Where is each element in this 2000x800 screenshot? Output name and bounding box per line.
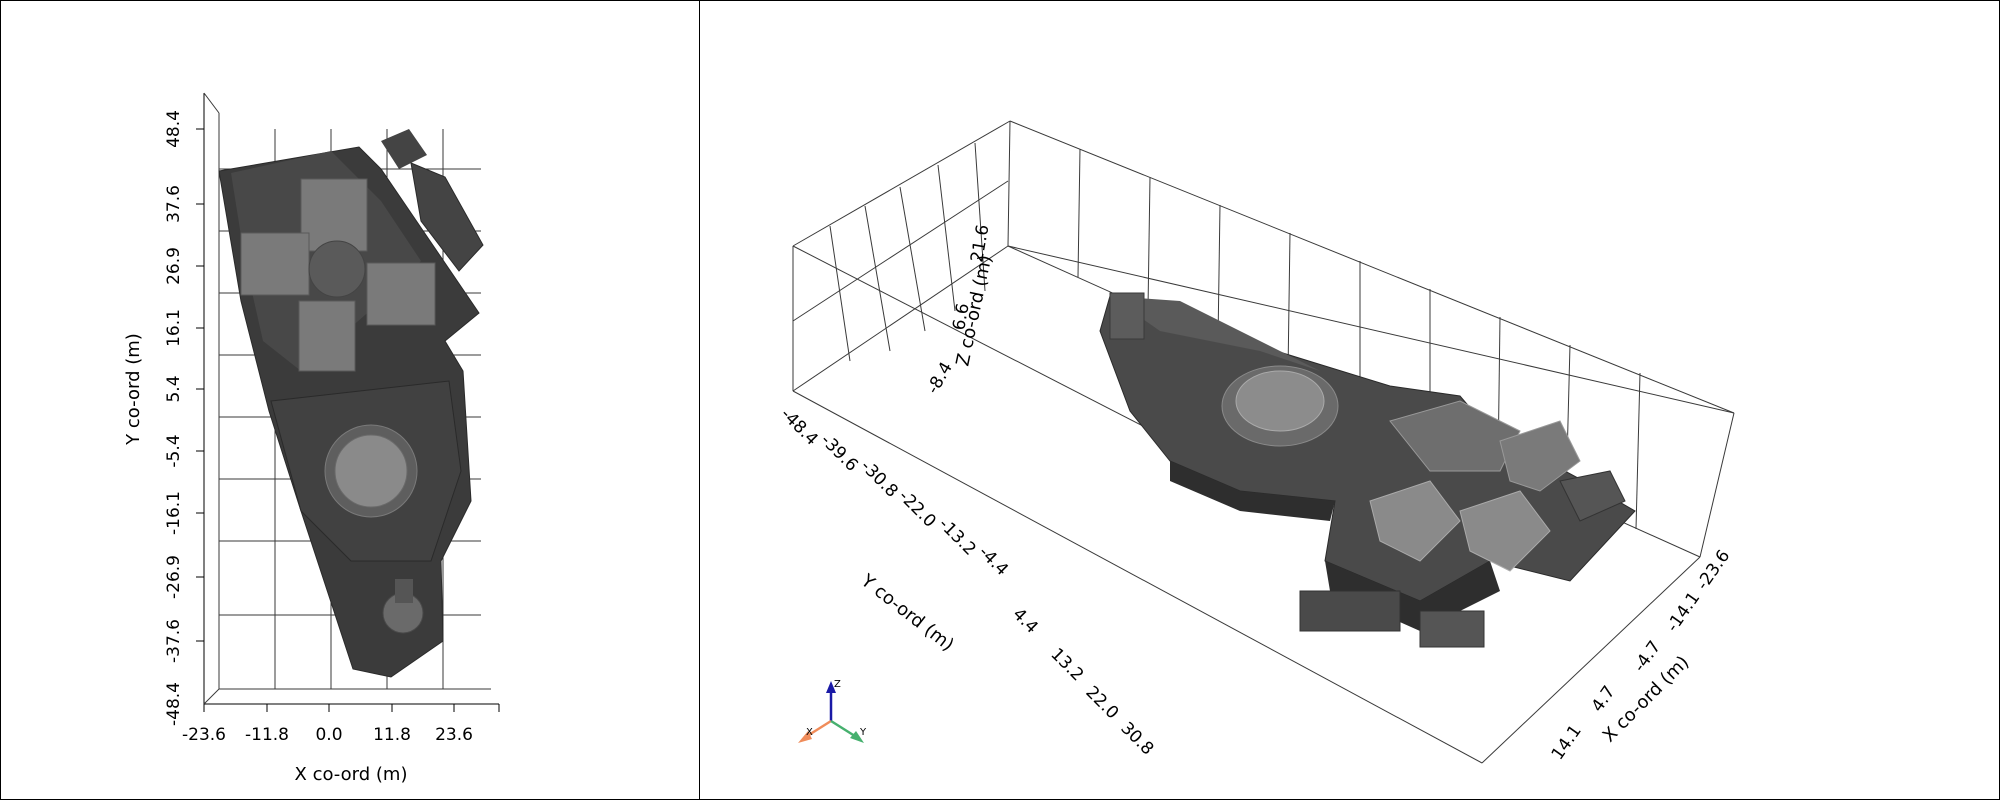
persp-x-tick: -14.1: [1663, 588, 1705, 636]
top-y-tick: -26.9: [164, 555, 184, 599]
persp-y-axis-title: Y co-ord (m): [856, 570, 958, 656]
persp-y-tick: -4.4: [974, 542, 1012, 580]
persp-y-tick: -48.4: [776, 404, 821, 449]
building-model-perspective: [1099, 292, 1636, 648]
perspective-view-viewport[interactable]: -48.4 -39.6 -30.8 -22.0 -13.2 -4.4 4.4 1…: [699, 0, 2000, 800]
top-x-tick: -23.6: [182, 725, 226, 745]
triad-x-label: X: [806, 727, 813, 738]
persp-y-tick: 22.0: [1081, 682, 1122, 723]
top-view-render: -23.6 -11.8 0.0 11.8 23.6 X co-ord (m) 4…: [123, 92, 500, 785]
top-y-axis-title: Y co-ord (m): [123, 333, 144, 446]
top-y-tick: -16.1: [164, 491, 184, 535]
persp-y-tick: -39.6: [816, 430, 861, 475]
top-view-axis-ticks: [196, 128, 500, 712]
persp-y-tick: -30.8: [856, 456, 901, 501]
triad-y-label: Y: [859, 727, 867, 738]
top-view-viewport[interactable]: -23.6 -11.8 0.0 11.8 23.6 X co-ord (m) 4…: [0, 0, 700, 800]
persp-x-tick: 4.7: [1588, 682, 1620, 716]
persp-y-tick: -13.2: [934, 514, 979, 559]
triad-z-label: Z: [834, 679, 841, 690]
persp-y-tick: 13.2: [1046, 644, 1087, 685]
top-x-tick: 23.6: [435, 725, 473, 745]
top-x-tick: -11.8: [245, 725, 289, 745]
persp-y-tick: -22.0: [894, 486, 939, 531]
perspective-view-render: -48.4 -39.6 -30.8 -22.0 -13.2 -4.4 4.4 1…: [776, 120, 1735, 764]
top-x-axis-title: X co-ord (m): [295, 764, 408, 785]
orientation-triad: Z X Y: [798, 679, 867, 743]
top-y-tick: 26.9: [164, 247, 184, 285]
top-y-tick: -37.6: [164, 619, 184, 663]
top-y-tick: 48.4: [164, 110, 184, 148]
top-x-tick: 11.8: [373, 725, 411, 745]
top-y-tick: 16.1: [164, 309, 184, 347]
top-y-tick: -5.4: [164, 434, 184, 467]
top-y-tick: 37.6: [164, 185, 184, 223]
building-model-top: [218, 129, 484, 678]
top-y-tick: -48.4: [164, 682, 184, 726]
persp-y-tick: 4.4: [1008, 604, 1041, 637]
persp-x-tick: 14.1: [1548, 721, 1586, 763]
top-y-tick: 5.4: [164, 375, 184, 402]
persp-z-tick: 6.6: [949, 302, 973, 332]
persp-x-tick: -23.6: [1693, 546, 1735, 594]
persp-z-tick: -8.4: [923, 359, 957, 398]
persp-y-tick: 30.8: [1116, 718, 1157, 759]
top-x-tick: 0.0: [315, 725, 342, 745]
